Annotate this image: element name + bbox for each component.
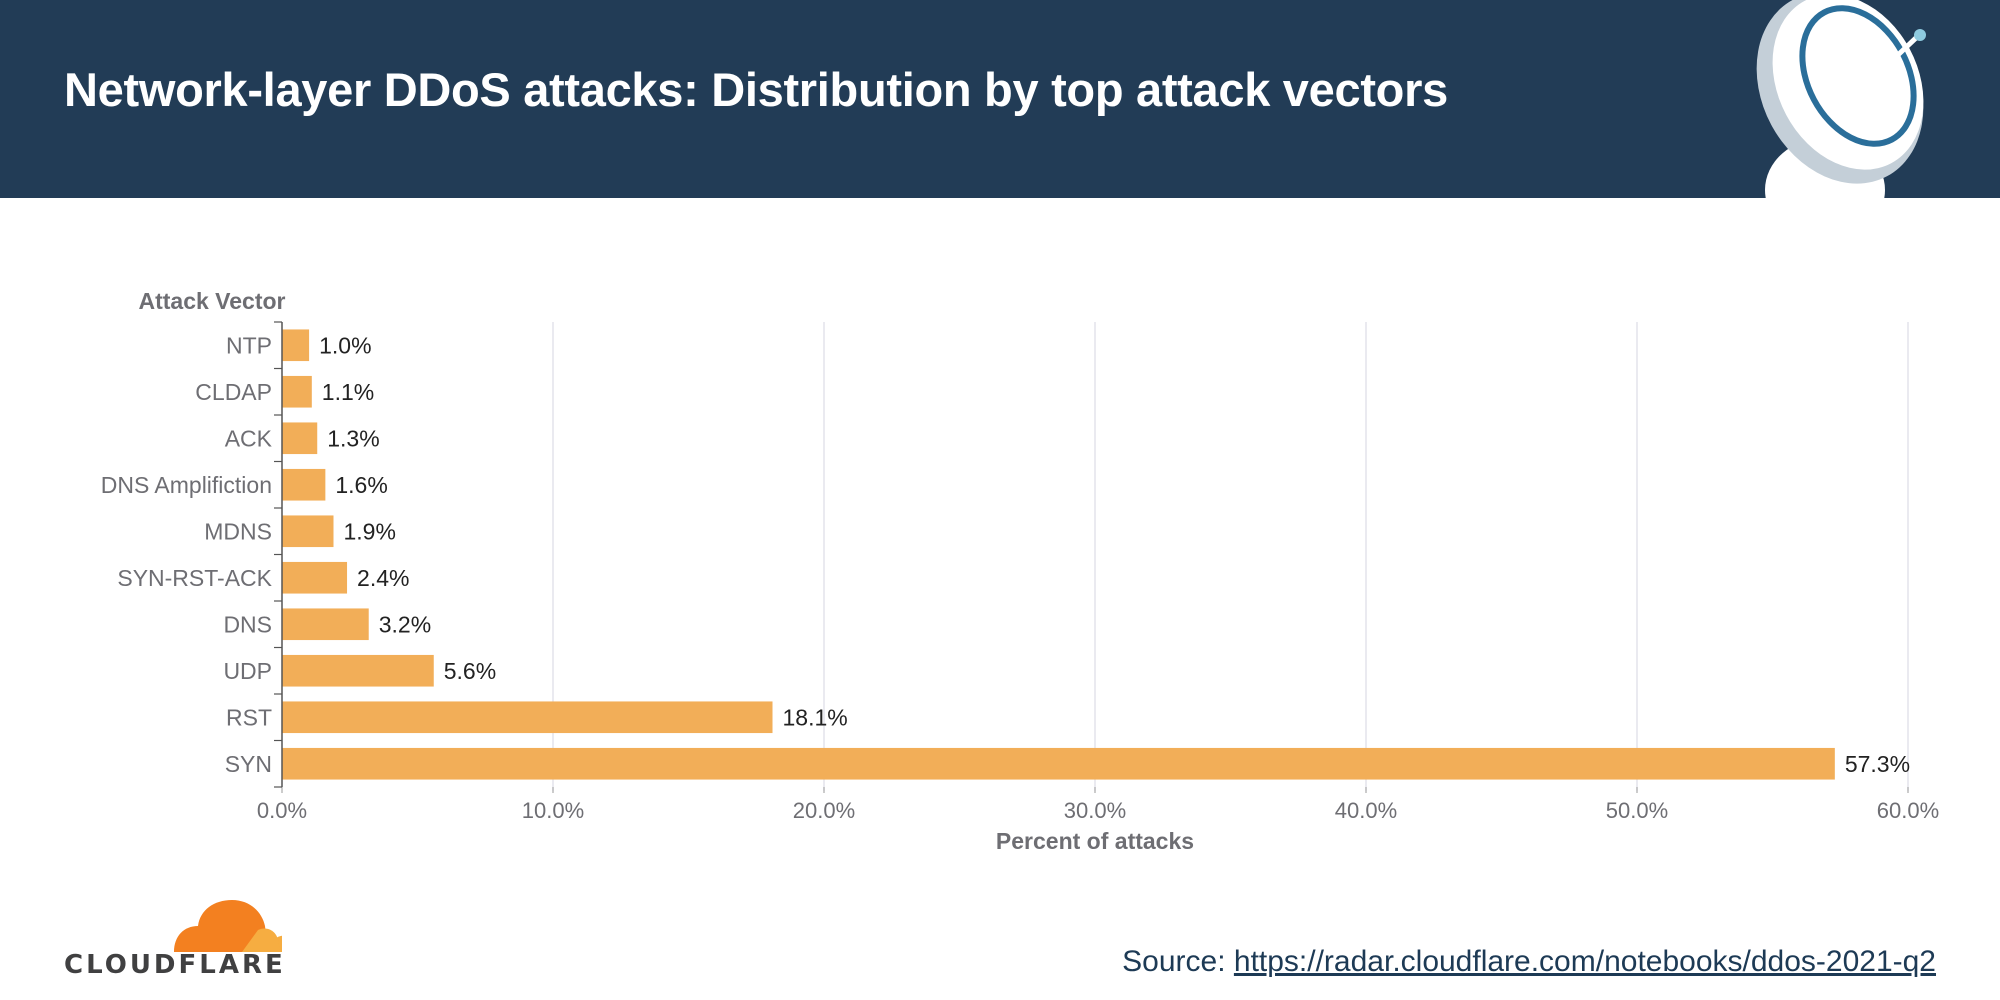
x-tick-label: 0.0% (257, 798, 307, 823)
source-note: Source: https://radar.cloudflare.com/not… (1122, 945, 1936, 979)
data-label: 3.2% (379, 611, 431, 637)
cloudflare-logo-icon (174, 900, 282, 952)
chart-axes: 0.0% 10.0% 20.0% 30.0% 40.0% 50.0% 60.0% NTP CLD… (101, 321, 1939, 823)
bar (282, 701, 773, 734)
data-label: 1.1% (322, 379, 374, 405)
page-title: Network-layer DDoS attacks: Distribution… (64, 63, 1448, 116)
category-label: ACK (225, 425, 273, 451)
x-tick-label: 60.0% (1877, 798, 1939, 823)
data-label: 1.3% (327, 425, 379, 451)
data-label: 57.3% (1845, 751, 1910, 777)
category-label: SYN-RST-ACK (117, 565, 272, 591)
x-tick-label: 30.0% (1064, 798, 1126, 823)
satellite-dish-icon (1756, 0, 1926, 198)
bar-chart: 1.0% 1.1% 1.3% 1.6% 1.9% 2.4% 3.2% 5.6% 18.1% 57.… (101, 288, 1939, 854)
x-tick-label: 40.0% (1335, 798, 1397, 823)
data-label: 1.6% (335, 472, 387, 498)
category-label: UDP (223, 658, 272, 684)
bar (282, 422, 318, 455)
category-label: MDNS (204, 518, 272, 544)
x-tick-label: 10.0% (522, 798, 584, 823)
x-axis-title: Percent of attacks (996, 828, 1194, 854)
y-axis-title: Attack Vector (138, 288, 285, 314)
chart-bars: 1.0% 1.1% 1.3% 1.6% 1.9% 2.4% 3.2% 5.6% 18.1% 57.… (282, 329, 1910, 780)
category-label: CLDAP (195, 379, 272, 405)
x-tick-label: 50.0% (1606, 798, 1668, 823)
bar (282, 468, 326, 501)
category-label: RST (226, 704, 272, 730)
bar (282, 375, 312, 408)
chart-grid (552, 322, 1909, 791)
x-tick-label: 20.0% (793, 798, 855, 823)
bar (282, 515, 334, 548)
data-label: 2.4% (357, 565, 409, 591)
data-label: 18.1% (783, 704, 848, 730)
data-label: 1.0% (319, 332, 371, 358)
category-label: SYN (225, 751, 272, 777)
source-link[interactable]: https://radar.cloudflare.com/notebooks/d… (1233, 945, 1936, 978)
source-label: Source: (1122, 945, 1226, 978)
bar (282, 329, 310, 362)
bar (282, 747, 1835, 780)
header-banner: Network-layer DDoS attacks: Distribution… (0, 0, 2000, 198)
brand-name: CLOUDFLARE (64, 950, 286, 980)
category-label: NTP (226, 332, 272, 358)
bar (282, 561, 348, 594)
data-label: 5.6% (444, 658, 496, 684)
bar (282, 654, 434, 687)
category-label: DNS Amplifiction (101, 472, 272, 498)
category-label: DNS (223, 611, 272, 637)
data-label: 1.9% (343, 518, 395, 544)
bar (282, 608, 369, 641)
